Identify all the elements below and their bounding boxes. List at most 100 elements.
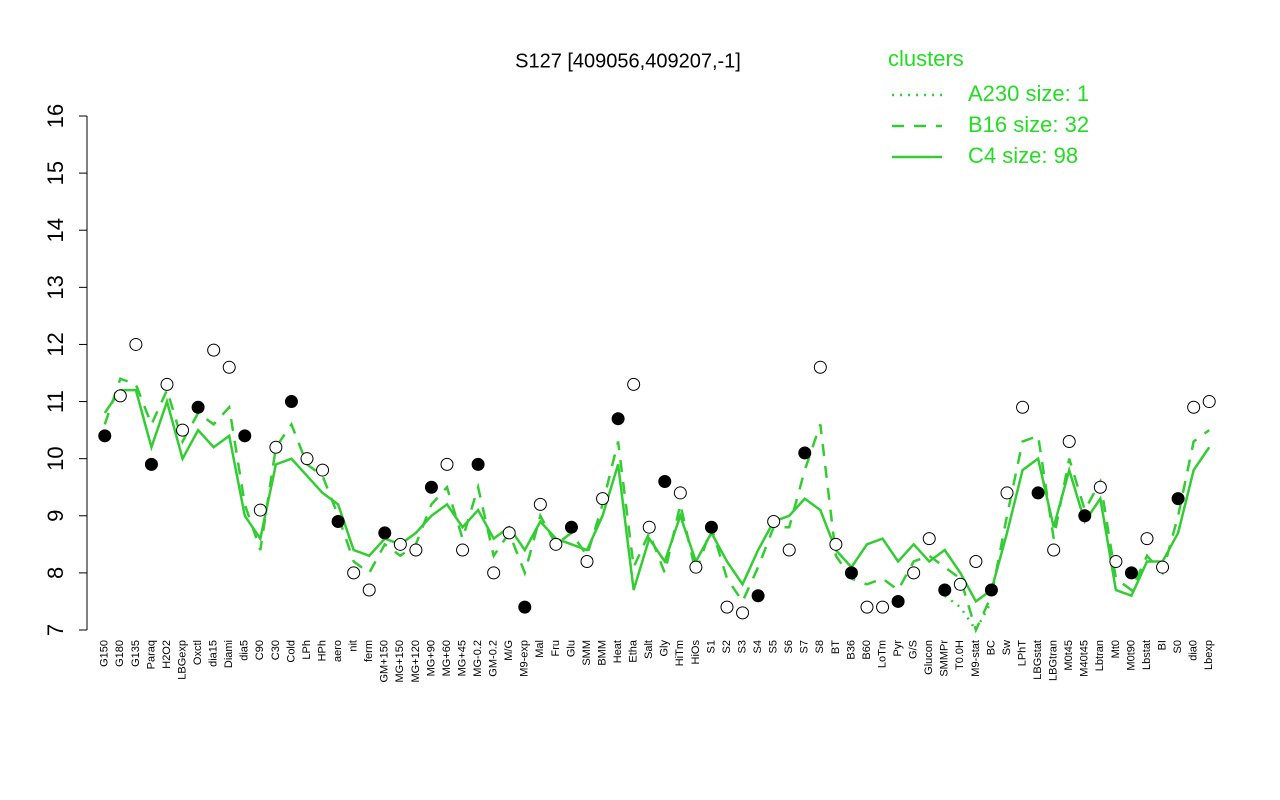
x-tick-label: SMMPr xyxy=(939,640,951,677)
x-tick-label: Etha xyxy=(628,639,640,663)
x-tick-label: S5 xyxy=(768,640,780,653)
x-tick-label: MG+60 xyxy=(441,640,453,676)
legend-label: B16 size: 32 xyxy=(968,112,1089,137)
data-point xyxy=(362,583,376,597)
chart-title: S127 [409056,409207,-1] xyxy=(515,50,741,72)
y-tick-label: 7 xyxy=(43,624,68,636)
data-point xyxy=(144,457,158,471)
legend-label: C4 size: 98 xyxy=(968,143,1078,168)
data-point xyxy=(347,566,361,580)
x-tick-label: B36 xyxy=(845,640,857,660)
data-point xyxy=(1000,486,1014,500)
x-tick-label: Fru xyxy=(550,640,562,657)
x-tick-label: MG+120 xyxy=(410,640,422,683)
data-point xyxy=(222,360,236,374)
data-point xyxy=(596,492,610,506)
x-tick-label: H2O2 xyxy=(161,640,173,669)
data-point xyxy=(813,360,827,374)
x-tick-label: LBGtran xyxy=(1048,640,1060,681)
data-point xyxy=(969,554,983,568)
data-point xyxy=(176,423,190,437)
data-point xyxy=(720,600,734,614)
x-tick-label: M9-stat xyxy=(970,640,982,677)
x-tick-label: Pyr xyxy=(892,640,904,657)
x-tick-label: MG+150 xyxy=(394,640,406,683)
y-tick-label: 15 xyxy=(43,161,68,185)
data-point xyxy=(938,583,952,597)
data-point xyxy=(160,377,174,391)
x-tick-label: Mt0 xyxy=(1110,640,1122,658)
data-point xyxy=(767,514,781,528)
x-tick-label: dia0 xyxy=(1188,640,1200,661)
series-line xyxy=(944,594,993,633)
data-point xyxy=(456,543,470,557)
x-tick-label: S0 xyxy=(1172,640,1184,653)
data-point xyxy=(269,440,283,454)
data-point xyxy=(891,594,905,608)
x-tick-label: Sw xyxy=(1001,640,1013,655)
y-tick-label: 10 xyxy=(43,446,68,470)
x-tick-label: MG-0.2 xyxy=(472,640,484,677)
x-tick-label: ferm xyxy=(363,640,375,662)
x-tick-label: S8 xyxy=(814,640,826,653)
data-point xyxy=(487,566,501,580)
series-line xyxy=(103,388,1211,604)
x-tick-label: M0t90 xyxy=(1125,640,1137,671)
y-tick-label: 8 xyxy=(43,567,68,579)
data-point xyxy=(300,452,314,466)
x-tick-label: C30 xyxy=(270,640,282,660)
data-point xyxy=(611,412,625,426)
data-point xyxy=(238,429,252,443)
data-point xyxy=(533,497,547,511)
x-tick-label: M40t45 xyxy=(1079,640,1091,677)
x-tick-label: Heat xyxy=(612,640,624,663)
x-tick-label: Lbtran xyxy=(1094,640,1106,671)
x-tick-label: LBGstat xyxy=(1032,640,1044,680)
y-tick-label: 13 xyxy=(43,275,68,299)
x-tick-label: T0.0H xyxy=(954,640,966,670)
x-tick-label: M/G xyxy=(503,640,515,661)
data-point xyxy=(1140,532,1154,546)
x-tick-label: BT xyxy=(830,640,842,654)
data-point xyxy=(471,457,485,471)
x-tick-label: C90 xyxy=(254,640,266,660)
x-tick-label: BI xyxy=(1156,640,1168,650)
x-tick-label: G135 xyxy=(130,640,142,667)
x-tick-label: G150 xyxy=(99,640,111,667)
data-point xyxy=(736,606,750,620)
data-point xyxy=(1171,492,1185,506)
data-point xyxy=(1062,435,1076,449)
data-point xyxy=(207,343,221,357)
data-point xyxy=(627,377,641,391)
data-point xyxy=(502,526,516,540)
x-tick-label: Glucon xyxy=(923,640,935,675)
data-point xyxy=(829,537,843,551)
x-tick-label: S3 xyxy=(736,640,748,653)
legend-title: clusters xyxy=(888,46,964,71)
x-tick-label: LoTm xyxy=(876,640,888,668)
data-point xyxy=(984,583,998,597)
data-point xyxy=(860,600,874,614)
x-tick-label: Paraq xyxy=(145,640,157,669)
x-tick-label: MG+90 xyxy=(425,640,437,676)
data-point xyxy=(580,554,594,568)
x-tick-label: Diami xyxy=(223,640,235,668)
x-tick-label: BC xyxy=(985,640,997,655)
data-point xyxy=(98,429,112,443)
data-point xyxy=(751,589,765,603)
x-tick-label: HPh xyxy=(316,640,328,661)
y-tick-label: 16 xyxy=(43,104,68,128)
data-point xyxy=(782,543,796,557)
data-point xyxy=(331,514,345,528)
data-point xyxy=(1016,400,1030,414)
data-point xyxy=(1093,480,1107,494)
x-tick-label: HiOs xyxy=(690,640,702,665)
data-point xyxy=(658,475,672,489)
data-point xyxy=(704,520,718,534)
legend-label: A230 size: 1 xyxy=(968,81,1089,106)
data-point xyxy=(922,532,936,546)
data-point xyxy=(1047,543,1061,557)
data-point xyxy=(642,520,656,534)
y-tick-label: 12 xyxy=(43,332,68,356)
